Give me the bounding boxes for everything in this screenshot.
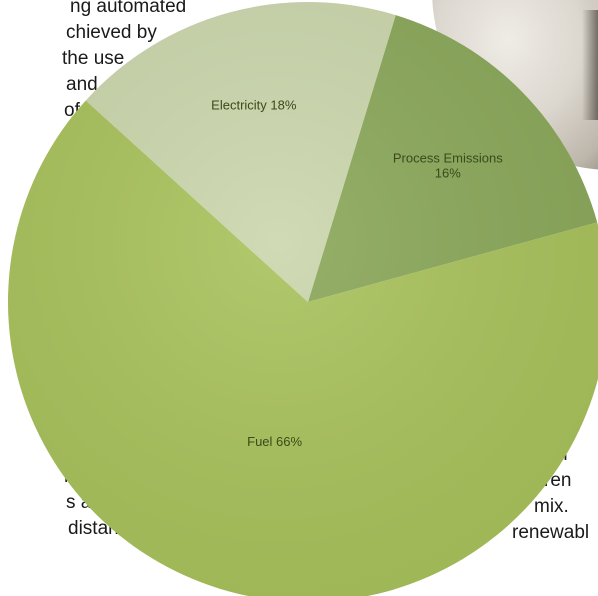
slice-label-line: 16%: [435, 166, 461, 181]
slice-label-fuel: Fuel 66%: [247, 434, 302, 449]
pie-labels: Process Emissions 16% Fuel 66% Electricity …: [211, 97, 503, 449]
slice-label-line: Process Emissions: [393, 151, 503, 166]
slice-label-process-emissions: Process Emissions 16%: [393, 151, 503, 181]
pie-slices: [8, 2, 598, 596]
slice-label-line: Fuel 66%: [247, 434, 302, 449]
slice-label-electricity: Electricity 18%: [211, 97, 297, 112]
slice-label-line: Electricity 18%: [211, 97, 297, 112]
